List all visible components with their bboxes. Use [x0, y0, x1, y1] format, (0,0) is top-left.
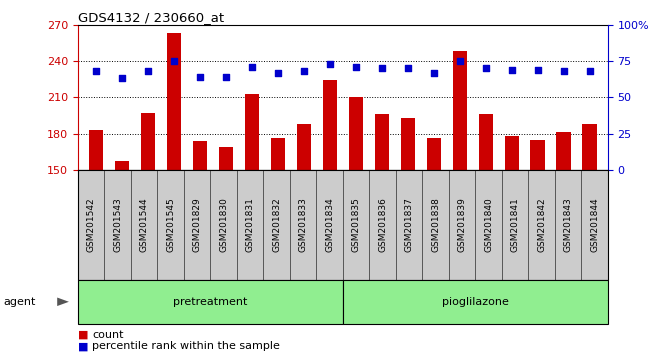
Point	[91, 68, 101, 74]
Text: GSM201836: GSM201836	[378, 197, 387, 252]
Text: GSM201834: GSM201834	[325, 198, 334, 252]
Point	[506, 67, 517, 73]
Point	[558, 68, 569, 74]
Text: GSM201838: GSM201838	[431, 197, 440, 252]
Text: GSM201545: GSM201545	[166, 198, 176, 252]
Text: ■: ■	[78, 330, 88, 339]
Text: GSM201829: GSM201829	[192, 198, 202, 252]
Point	[480, 65, 491, 71]
Text: GSM201842: GSM201842	[537, 198, 546, 252]
Text: GSM201830: GSM201830	[219, 197, 228, 252]
Text: GSM201839: GSM201839	[458, 197, 467, 252]
Point	[221, 74, 231, 80]
Bar	[530, 140, 545, 170]
Text: pioglilazone: pioglilazone	[442, 297, 509, 307]
Text: percentile rank within the sample: percentile rank within the sample	[92, 341, 280, 351]
Text: GSM201841: GSM201841	[510, 198, 519, 252]
Text: GSM201832: GSM201832	[272, 198, 281, 252]
Point	[350, 64, 361, 70]
Point	[584, 68, 595, 74]
Text: ■: ■	[78, 341, 88, 351]
Text: GSM201843: GSM201843	[564, 198, 573, 252]
Bar	[167, 33, 181, 170]
Point	[454, 58, 465, 64]
Point	[273, 70, 283, 75]
Text: GSM201543: GSM201543	[113, 198, 122, 252]
Bar	[271, 138, 285, 170]
Text: GSM201835: GSM201835	[352, 197, 361, 252]
Point	[428, 70, 439, 75]
Bar	[115, 161, 129, 170]
Bar	[297, 124, 311, 170]
Bar	[193, 141, 207, 170]
Text: GSM201833: GSM201833	[298, 197, 307, 252]
Text: count: count	[92, 330, 124, 339]
Text: GSM201837: GSM201837	[404, 197, 413, 252]
Text: GSM201840: GSM201840	[484, 198, 493, 252]
Bar	[400, 118, 415, 170]
Text: GSM201544: GSM201544	[140, 198, 149, 252]
Point	[325, 61, 335, 67]
Bar	[504, 136, 519, 170]
Point	[299, 68, 309, 74]
Point	[532, 67, 543, 73]
Text: GDS4132 / 230660_at: GDS4132 / 230660_at	[78, 11, 224, 24]
Bar	[141, 113, 155, 170]
Text: agent: agent	[3, 297, 36, 307]
Bar	[556, 132, 571, 170]
Text: GSM201844: GSM201844	[590, 198, 599, 252]
Point	[402, 65, 413, 71]
Bar	[478, 114, 493, 170]
Text: GSM201542: GSM201542	[86, 198, 96, 252]
Point	[195, 74, 205, 80]
Bar	[426, 138, 441, 170]
Text: pretreatment: pretreatment	[174, 297, 248, 307]
Bar	[219, 147, 233, 170]
Point	[117, 76, 127, 81]
Bar	[374, 114, 389, 170]
Point	[247, 64, 257, 70]
Bar	[323, 80, 337, 170]
Point	[169, 58, 179, 64]
Bar	[452, 51, 467, 170]
Bar	[348, 97, 363, 170]
Bar	[582, 124, 597, 170]
Text: GSM201831: GSM201831	[246, 197, 255, 252]
Bar	[245, 94, 259, 170]
Point	[143, 68, 153, 74]
Point	[376, 65, 387, 71]
Bar	[89, 130, 103, 170]
